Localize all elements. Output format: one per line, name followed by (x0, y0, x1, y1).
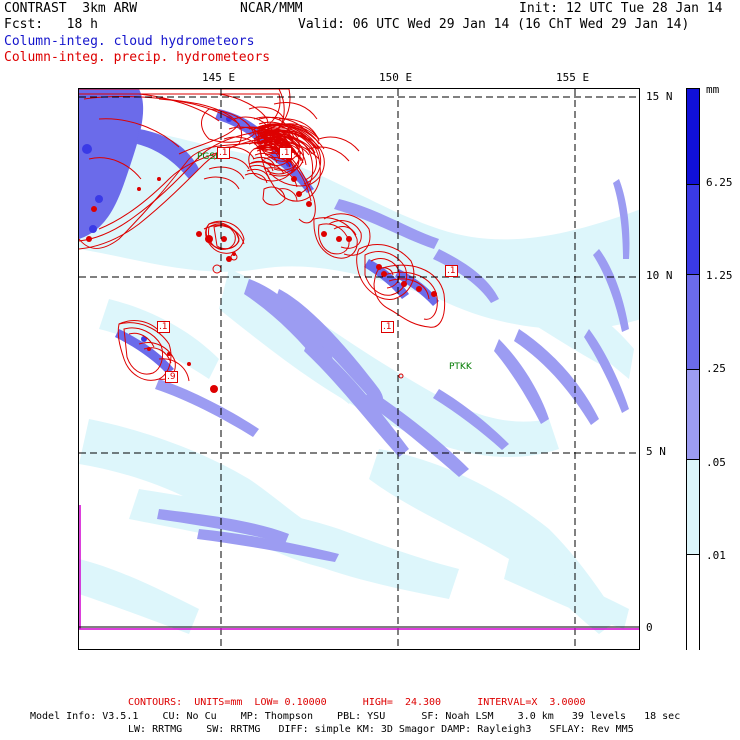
lon-label-145: 145 E (202, 71, 236, 84)
cloud-layer-medium (155, 179, 630, 562)
map-panel: PGSN PTKK .1 .1 .1 .1 .1 .9 (78, 88, 640, 650)
contours-info: CONTOURS: UNITS=mm LOW= 0.10000 HIGH= 24… (128, 697, 586, 708)
lon-label-155: 155 E (556, 71, 590, 84)
colorbar-label-0-05: .05 (706, 456, 726, 469)
lon-label-150: 150 E (379, 71, 413, 84)
precip-cores (86, 136, 437, 393)
colorbar-unit: mm (706, 83, 720, 96)
map-graphic (79, 89, 639, 649)
model-info-line1: Model Info: V3.5.1 CU: No Cu MP: Thompso… (30, 711, 681, 722)
contour-label-5: .1 (217, 147, 230, 159)
model-title: CONTRAST 3km ARW (4, 1, 138, 16)
contour-label-2: .1 (157, 321, 170, 333)
colorbar-bin-5 (687, 459, 699, 554)
colorbar-bin-6 (687, 554, 699, 651)
colorbar-label-0-25: .25 (706, 362, 726, 375)
colorbar-label-0-01: .01 (706, 549, 726, 562)
org-title: NCAR/MMM (240, 1, 303, 16)
init-time: Init: 12 UTC Tue 28 Jan 14 (519, 1, 723, 16)
station-pgsn: PGSN (197, 152, 222, 162)
lat-label-0: 0 (646, 621, 653, 634)
contour-label-1: .1 (279, 147, 292, 159)
forecast-hour: Fcst: 18 h (4, 17, 98, 32)
contour-label-4: .1 (381, 321, 394, 333)
lat-label-5n: 5 N (646, 445, 666, 458)
field-cloud-label: Column-integ. cloud hydrometeors (4, 34, 255, 49)
lat-label-15n: 15 N (646, 90, 673, 103)
contour-label-3: .1 (445, 265, 458, 277)
contour-label-6: .9 (165, 371, 178, 383)
colorbar-bin-4 (687, 369, 699, 459)
valid-time: Valid: 06 UTC Wed 29 Jan 14 (16 ChT Wed … (298, 17, 690, 32)
field-precip-label: Column-integ. precip. hydrometeors (4, 50, 271, 65)
colorbar-bin-3 (687, 274, 699, 369)
station-ptkk: PTKK (449, 362, 472, 372)
model-info-line2: LW: RRTMG SW: RRTMG DIFF: simple KM: 3D … (128, 724, 634, 735)
precip-contours-east (258, 125, 321, 202)
colorbar-bin-2 (687, 184, 699, 274)
colorbar-label-1-25: 1.25 (706, 269, 733, 282)
lat-label-10n: 10 N (646, 269, 673, 282)
colorbar-bin-1 (687, 89, 699, 184)
precip-contours (79, 89, 446, 382)
colorbar-label-6-25: 6.25 (706, 176, 733, 189)
colorbar (686, 88, 700, 651)
latlon-grid (79, 89, 639, 649)
